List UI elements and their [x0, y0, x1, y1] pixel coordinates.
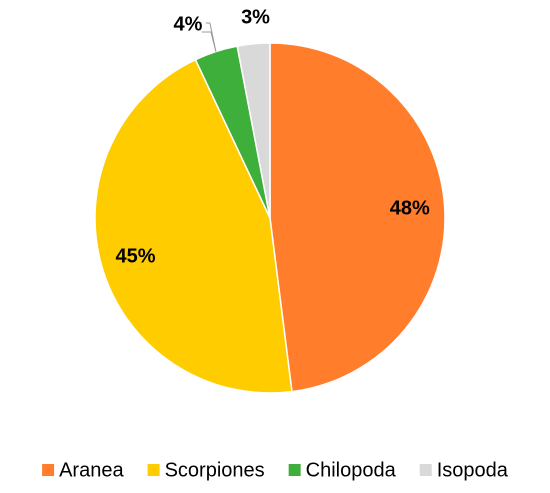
legend-swatch	[42, 464, 55, 476]
legend-label: Scorpiones	[165, 459, 265, 481]
legend-swatch	[419, 464, 432, 476]
legend-swatch	[288, 464, 301, 476]
legend-swatch	[147, 464, 160, 476]
pie-slice	[269, 42, 446, 393]
pie-slice	[236, 42, 271, 219]
legend-label: Isopoda	[437, 459, 509, 481]
legend: Aranea Scorpiones Chilopoda Isopoda	[42, 459, 509, 481]
value-label: 3%	[241, 6, 270, 28]
pie-slice	[94, 58, 293, 394]
value-label: 48%	[390, 197, 430, 219]
legend-label: Chilopoda	[306, 459, 397, 481]
leader-line	[205, 22, 217, 52]
legend-label: Aranea	[59, 459, 124, 481]
value-label: 45%	[116, 245, 156, 267]
value-label: 4%	[173, 13, 202, 35]
